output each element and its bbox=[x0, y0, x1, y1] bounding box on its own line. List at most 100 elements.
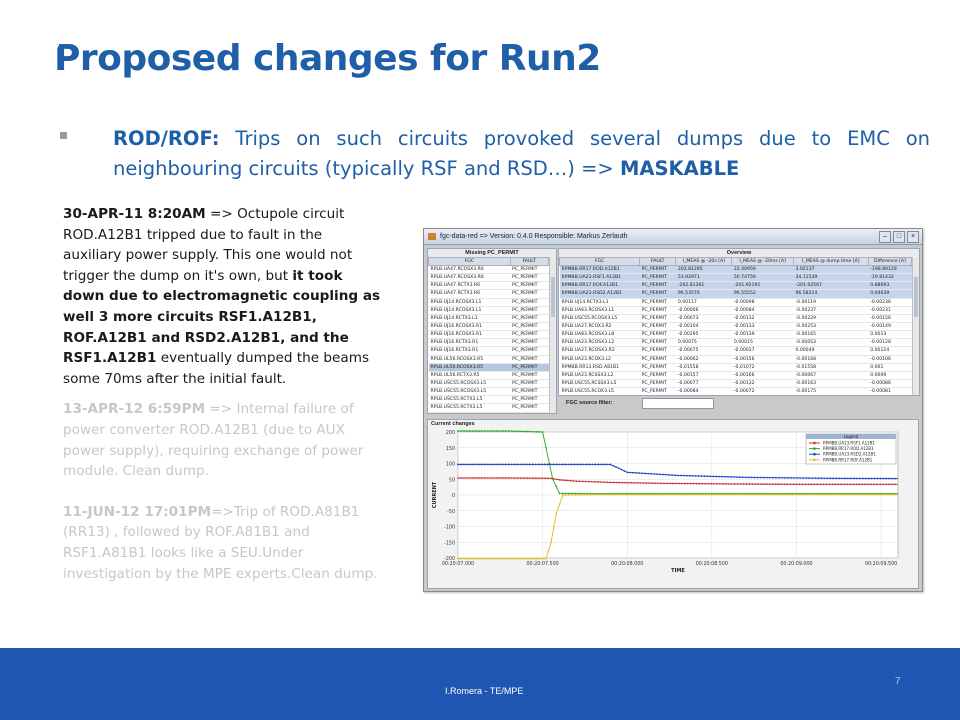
table-row[interactable]: RPLB.UL56.RCOSX3.R5 PC_PERMIT bbox=[428, 355, 549, 364]
table-row[interactable]: RPLB.USC55.RCOX3.L5 PC_PERMIT -0.00084 -0.0… bbox=[559, 387, 912, 395]
data-point bbox=[621, 481, 624, 484]
table-cell: -0.00098 bbox=[731, 298, 794, 307]
missing-permit-title: Missing PC_PERMIT bbox=[428, 249, 556, 257]
table-cell: PC_PERMIT bbox=[639, 387, 676, 395]
table-row[interactable]: RPLB.UJ14.RCOSX3.L1 PC_PERMIT bbox=[428, 306, 549, 315]
data-point bbox=[888, 483, 890, 486]
table-cell: -0.00175 bbox=[793, 387, 869, 395]
overview-column-header[interactable]: I_MEAS @ -20ms [A] bbox=[731, 257, 794, 266]
table-row[interactable]: RPLB.USC55.RCTX3.L5 PC_PERMIT bbox=[428, 403, 549, 413]
data-point bbox=[683, 482, 686, 485]
table-row[interactable]: RPLB.UA47.RCTX3.R6 PC_PERMIT bbox=[428, 281, 549, 291]
incident-text: =>Trip of ROD.A81B1 (RR13) , followed by… bbox=[63, 503, 378, 582]
data-point bbox=[795, 483, 798, 486]
overview-column-header[interactable]: FAULT bbox=[639, 257, 677, 266]
table-cell: 0.0013 bbox=[868, 330, 912, 340]
table-row[interactable]: RPLB.UA47.RCOSX3.R6 PC_PERMIT bbox=[428, 265, 549, 275]
data-point bbox=[463, 463, 465, 466]
overview-scrollbar[interactable] bbox=[912, 257, 919, 395]
table-row[interactable]: RPLB.UL56.RCTX3.R5 PC_PERMIT bbox=[428, 371, 549, 380]
table-cell: -0.00253 bbox=[793, 322, 869, 332]
current-changes-panel: Current changes 200 150 100 50 0 -50 -100 -150 -… bbox=[427, 419, 919, 589]
table-row[interactable]: RPMBB.UA23.RSD2.A12B1 PC_PERMIT 96.53576 96… bbox=[559, 289, 912, 299]
table-row[interactable]: RPLB.USC55.RCTX3.L5 PC_PERMIT bbox=[428, 395, 549, 405]
data-point bbox=[828, 483, 831, 486]
app-icon bbox=[428, 233, 436, 240]
data-point bbox=[680, 482, 683, 485]
missing-permit-column-header[interactable]: FAULT bbox=[509, 257, 550, 266]
close-button[interactable]: × bbox=[907, 231, 919, 243]
data-point bbox=[594, 480, 596, 483]
table-row[interactable]: RPLB.UA83.RCOSX3.L8 PC_PERMIT -0.00295 -0.0… bbox=[559, 330, 912, 340]
table-row[interactable]: RPMBB.RR17.ROF.A12B1 PC_PERMIT -202.81261-… bbox=[559, 281, 912, 291]
table-cell: -0.00156 bbox=[868, 314, 912, 323]
data-point bbox=[514, 430, 516, 433]
cern-logo: CERN bbox=[13, 12, 61, 60]
table-row[interactable]: RPLB.USC55.RCOSX3.L5 PC_PERMIT -0.00073 -0.… bbox=[559, 314, 912, 323]
table-row[interactable]: RPLB.UJ16.RCTX3.R1 PC_PERMIT bbox=[428, 338, 549, 348]
data-point bbox=[855, 483, 858, 486]
table-cell: RPLB.UJ14.RCOSX3.L1 bbox=[428, 298, 511, 307]
table-row[interactable]: RPLB.UJ14.RCOSX3.L1 PC_PERMIT bbox=[428, 298, 549, 307]
incident-date: 11-JUN-12 17:01PM bbox=[63, 503, 212, 520]
data-point bbox=[662, 493, 665, 496]
table-row[interactable]: RPLB.UA23.RCSSX3.L2 PC_PERMIT -0.00157 -0.0… bbox=[559, 371, 912, 380]
table-row[interactable]: RPLB.UJ14.RCTX3.L1 PC_PERMIT 0.00117 -0.000… bbox=[559, 298, 912, 307]
data-point bbox=[603, 481, 606, 484]
data-point bbox=[513, 463, 516, 466]
overview-column-header[interactable]: FGC bbox=[559, 257, 641, 266]
overview-column-header[interactable]: I_MEAS @ -20s [A] bbox=[675, 257, 733, 266]
maximize-button[interactable]: □ bbox=[893, 231, 905, 243]
data-point bbox=[894, 477, 896, 480]
table-row[interactable]: RPLB.UA23.RCOSX3.L2 PC_PERMIT 0.00075 0.000… bbox=[559, 338, 912, 348]
table-row[interactable]: RPLB.UA47.RCOSX3.R6 PC_PERMIT bbox=[428, 273, 549, 283]
table-row[interactable]: RPLB.USC55.RCOSX3.L5 PC_PERMIT bbox=[428, 379, 549, 389]
table-row[interactable]: RPMBB.RR17.ROD.A12B1 PC_PERMIT 202.81285 22… bbox=[559, 265, 912, 275]
data-point bbox=[504, 477, 507, 479]
fgc-filter-input[interactable] bbox=[642, 398, 714, 409]
table-row[interactable]: RPMBB.UA23.RSF1.A12B1 PC_PERMIT 53.92971 50… bbox=[559, 273, 912, 283]
minimize-button[interactable]: – bbox=[879, 231, 891, 243]
data-point bbox=[510, 477, 513, 479]
table-row[interactable]: RPMBB.RR13.RSD.A81B1 PC_PERMIT -0.01558 -0.… bbox=[559, 363, 912, 372]
scrollbar-thumb[interactable] bbox=[914, 277, 918, 317]
table-cell: 0.00049 bbox=[793, 346, 869, 356]
y-tick-label: -100 bbox=[444, 525, 455, 531]
table-row[interactable]: RPLB.UJ16.RCTX3.R1 PC_PERMIT bbox=[428, 346, 549, 356]
table-row[interactable]: RPLB.UA47.RCTX3.R6 PC_PERMIT bbox=[428, 289, 549, 299]
table-row[interactable]: RPLB.UL56.RCOSX3.R5 PC_PERMIT bbox=[428, 363, 549, 372]
table-row[interactable]: RPLB.UA27.RCOX3.R2 PC_PERMIT -0.00104 -0.00… bbox=[559, 322, 912, 332]
table-cell: -0.00086 bbox=[868, 379, 912, 389]
data-point bbox=[888, 477, 891, 480]
data-point bbox=[480, 463, 483, 466]
table-cell: PC_PERMIT bbox=[510, 371, 549, 380]
data-point bbox=[746, 493, 749, 496]
table-row[interactable]: RPLB.UA63.RCOSX3.L1 PC_PERMIT -0.00006 -0.0… bbox=[559, 306, 912, 315]
overview-column-header[interactable]: Difference [A] bbox=[867, 257, 913, 266]
data-point bbox=[894, 493, 896, 496]
data-point bbox=[615, 481, 618, 484]
table-row[interactable]: RPLB.UJ16.RCOSX3.R1 PC_PERMIT bbox=[428, 330, 549, 340]
data-point bbox=[635, 493, 637, 496]
y-tick-label: 100 bbox=[446, 462, 455, 468]
table-row[interactable]: RPLB.UJ14.RCTX3.L1 PC_PERMIT bbox=[428, 314, 549, 323]
data-point bbox=[620, 468, 623, 471]
table-row[interactable]: RPLB.UA27.RCOSX3.R2 PC_PERMIT -0.00075 -0.0… bbox=[559, 346, 912, 356]
table-row[interactable]: RPLB.USC55.RCSSX3.L5 PC_PERMIT -0.00077 -0.… bbox=[559, 379, 912, 389]
scrollbar-thumb[interactable] bbox=[551, 277, 555, 317]
data-point bbox=[570, 463, 573, 466]
missing-permit-column-header[interactable]: FGC bbox=[428, 257, 511, 266]
table-row[interactable]: RPLB.UA23.RCOX3.L2 PC_PERMIT -0.00062 -0.00… bbox=[559, 355, 912, 364]
missing-permit-scrollbar[interactable] bbox=[549, 257, 556, 413]
data-point bbox=[609, 463, 612, 466]
data-point bbox=[647, 493, 649, 496]
table-cell: RPMBB.UA23.RSD2.A12B1 bbox=[559, 289, 640, 299]
data-point bbox=[792, 493, 794, 496]
overview-column-header[interactable]: I_MEAS @ dump time [A] bbox=[792, 257, 869, 266]
table-row[interactable]: RPLB.UJ16.RCOSX3.R1 PC_PERMIT bbox=[428, 322, 549, 332]
data-point bbox=[786, 493, 788, 496]
table-row[interactable]: RPLB.USC55.RCOSX3.L5 PC_PERMIT bbox=[428, 387, 549, 397]
data-point bbox=[674, 482, 677, 485]
